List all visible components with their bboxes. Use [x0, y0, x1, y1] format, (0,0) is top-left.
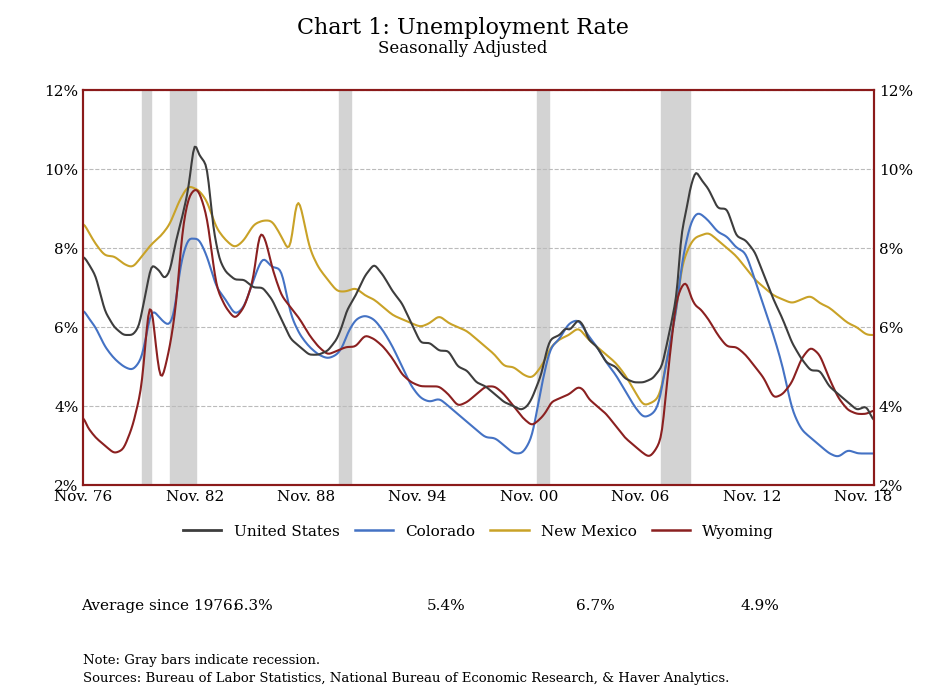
Text: 6.3%: 6.3%: [234, 599, 273, 613]
Bar: [170, 90, 196, 485]
Bar: [536, 90, 549, 485]
Text: 4.9%: 4.9%: [741, 599, 780, 613]
Bar: [660, 90, 690, 485]
Text: 6.7%: 6.7%: [575, 599, 614, 613]
Legend: United States, Colorado, New Mexico, Wyoming: United States, Colorado, New Mexico, Wyo…: [177, 518, 781, 545]
Text: Note: Gray bars indicate recession.: Note: Gray bars indicate recession.: [83, 654, 320, 667]
Text: Sources: Bureau of Labor Statistics, National Bureau of Economic Research, & Hav: Sources: Bureau of Labor Statistics, Nat…: [83, 672, 730, 685]
Text: Seasonally Adjusted: Seasonally Adjusted: [377, 40, 548, 57]
Bar: [142, 90, 152, 485]
Bar: [339, 90, 351, 485]
Text: Average since 1976:: Average since 1976:: [80, 599, 238, 613]
Text: 5.4%: 5.4%: [427, 599, 465, 613]
Text: Chart 1: Unemployment Rate: Chart 1: Unemployment Rate: [297, 17, 628, 40]
